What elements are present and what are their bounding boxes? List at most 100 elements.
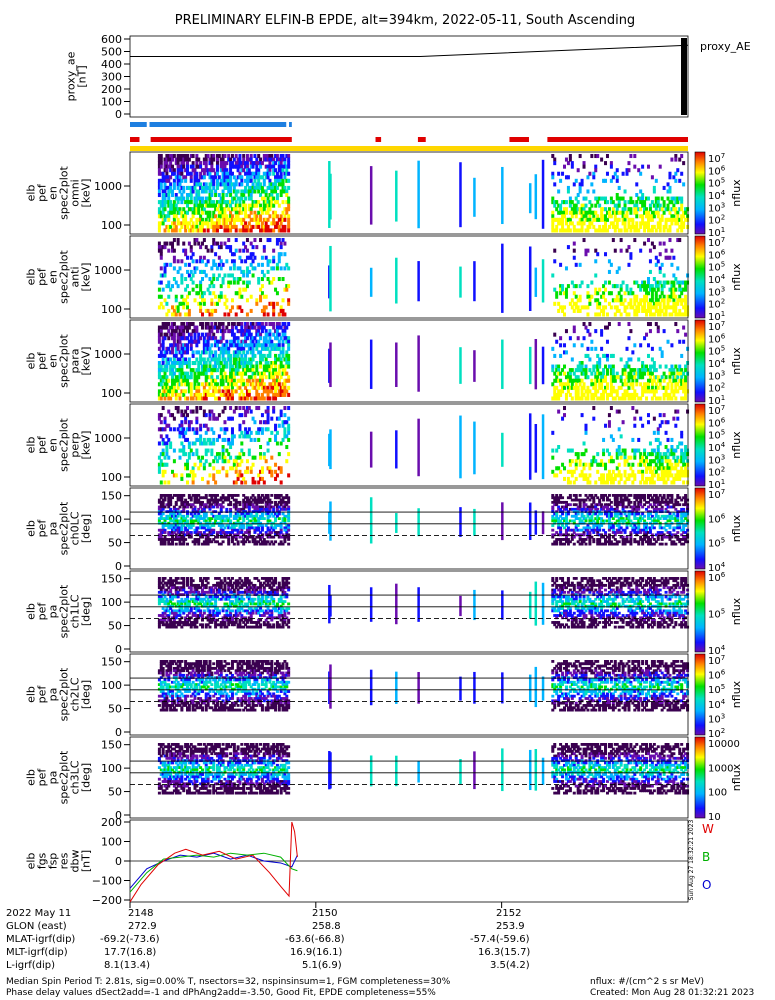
data-cell — [641, 308, 645, 313]
data-cell — [654, 291, 658, 296]
data-cell — [221, 168, 225, 173]
data-cell — [157, 455, 161, 460]
data-cell — [227, 217, 231, 222]
data-cell — [214, 241, 218, 246]
data-cell — [167, 361, 171, 366]
colorbar-tick-exponent: 5 — [721, 345, 725, 353]
data-cell — [654, 203, 658, 208]
data-cell — [643, 203, 647, 208]
data-cell — [169, 182, 173, 187]
data-cell — [253, 189, 257, 194]
data-cell — [221, 353, 225, 358]
data-cell — [570, 221, 574, 226]
data-cell — [227, 207, 231, 212]
data-cell — [204, 308, 208, 313]
data-cell — [221, 329, 225, 334]
data-cell — [187, 193, 191, 198]
data-cell — [230, 437, 234, 442]
data-cell — [195, 339, 199, 344]
data-cell — [163, 178, 167, 183]
data-cell — [214, 378, 218, 383]
data-cell — [635, 228, 639, 233]
data-cell — [200, 189, 204, 194]
data-cell — [623, 203, 627, 208]
data-cell — [251, 346, 255, 351]
data-stripe — [369, 267, 373, 297]
data-cell — [182, 248, 186, 253]
data-cell — [161, 217, 165, 222]
data-cell — [200, 207, 204, 212]
data-cell — [611, 469, 615, 474]
data-cell — [268, 207, 272, 212]
data-cell — [161, 339, 165, 344]
data-cell — [627, 378, 631, 383]
data-cell — [580, 210, 584, 215]
colorbar-tick-exponent: 5 — [721, 429, 725, 437]
data-cell — [236, 476, 240, 481]
data-cell — [200, 241, 204, 246]
data-cell — [214, 294, 218, 299]
ae-series-line — [130, 44, 689, 57]
data-cell — [619, 385, 623, 390]
data-cell — [654, 228, 658, 233]
data-cell — [678, 224, 682, 229]
data-cell — [167, 280, 171, 285]
data-cell — [193, 224, 197, 229]
data-cell — [184, 378, 188, 383]
data-cell — [157, 280, 161, 285]
data-cell — [174, 389, 178, 394]
data-cell — [582, 221, 586, 226]
data-cell — [215, 437, 219, 442]
data-cell — [680, 466, 684, 471]
data-cell — [283, 175, 287, 180]
data-cell — [285, 434, 289, 439]
data-cell — [238, 210, 242, 215]
data-cell — [257, 221, 261, 226]
data-cell — [275, 262, 279, 267]
data-cell — [229, 175, 233, 180]
data-cell — [668, 287, 672, 292]
data-cell — [217, 455, 221, 460]
data-cell — [238, 217, 242, 222]
data-cell — [238, 406, 242, 411]
data-cell — [574, 301, 578, 306]
data-cell — [180, 322, 184, 327]
data-cell — [607, 214, 611, 219]
data-cell — [259, 287, 263, 292]
data-cell — [623, 189, 627, 194]
data-cell — [178, 157, 182, 162]
data-cell — [555, 228, 559, 233]
data-cell — [161, 196, 165, 201]
data-cell — [210, 203, 214, 208]
data-cell — [654, 469, 658, 474]
data-cell — [197, 203, 201, 208]
data-cell — [176, 361, 180, 366]
data-cell — [287, 200, 291, 205]
data-cell — [664, 248, 668, 253]
data-cell — [619, 210, 623, 215]
data-cell — [270, 469, 274, 474]
data-cell — [275, 171, 279, 176]
data-cell — [602, 396, 606, 401]
data-cell — [185, 301, 189, 306]
data-cell — [182, 392, 186, 397]
colorbar-tick-exponent: 3 — [721, 369, 725, 377]
data-cell — [578, 221, 582, 226]
data-cell — [223, 273, 227, 278]
data-cell — [672, 255, 676, 260]
data-cell — [259, 157, 263, 162]
data-cell — [287, 207, 291, 212]
data-cell — [229, 382, 233, 387]
data-cell — [210, 224, 214, 229]
data-cell — [670, 312, 674, 317]
data-cell — [672, 392, 676, 397]
data-cell — [204, 375, 208, 380]
data-cell — [159, 480, 163, 485]
data-cell — [210, 448, 214, 453]
data-cell — [680, 196, 684, 201]
data-cell — [684, 455, 688, 460]
data-stripe — [395, 257, 398, 304]
data-stripe — [459, 415, 462, 479]
data-cell — [204, 350, 208, 355]
data-cell — [174, 473, 178, 478]
